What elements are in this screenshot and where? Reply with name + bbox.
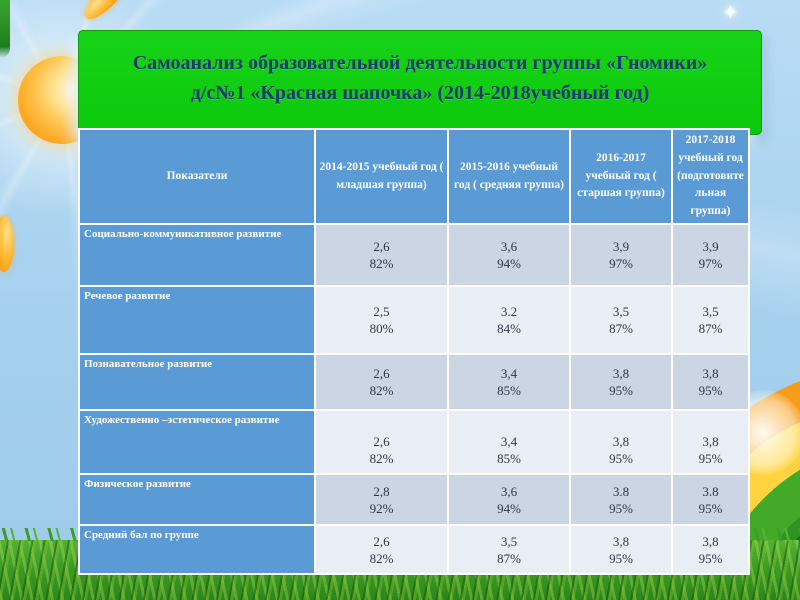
percent-value: 95% [609,383,633,399]
score-value: 3.8 [702,483,719,499]
percent-value: 87% [698,321,723,337]
table-row-social-communicative: Социально-коммуникативное развитие 2,6 82… [78,223,750,288]
score-value: 3,6 [500,483,518,499]
percent-value: 97% [698,256,723,272]
title-line-1: Самоанализ образовательной деятельности … [132,52,708,74]
score-cell: 3.8 95% [671,473,750,527]
score-value: 3,4 [500,434,518,450]
table-row-artistic-aesthetic: Художественно –эстетическое развитие 2,6… [78,409,750,476]
percent-value: 82% [369,550,394,566]
percent-value: 85% [497,383,521,399]
score-value: 2,8 [373,483,390,499]
score-value: 3.2 [500,304,518,320]
percent-value: 94% [497,256,521,272]
table-row-group-average: Средний бал по группе 2,6 82% 3,5 87% 3,8 9… [78,524,750,576]
score-cell: 3,8 95% [569,524,673,576]
score-value: 3,4 [500,366,518,382]
score-cell: 2,6 82% [314,353,449,412]
score-cell: 3,5 87% [671,285,750,356]
score-cell: 2,6 82% [314,524,449,576]
score-value: 2,6 [373,239,390,255]
percent-value: 92% [369,500,394,516]
score-cell: 2,5 80% [314,285,449,356]
table-row-cognitive: Познавательное развитие 2,6 82% 3,4 85% 3,… [78,353,750,412]
score-value: 3,9 [702,239,719,255]
score-value: 3,9 [612,239,630,255]
percent-value: 97% [609,256,633,272]
percent-value: 84% [497,321,521,337]
column-header-indicators: Показатели [78,127,316,226]
percent-value: 80% [369,321,394,337]
score-cell: 3,6 94% [447,223,571,288]
score-value: 3.8 [612,483,630,499]
row-label: Речевое развитие [78,285,316,356]
percent-value: 87% [609,321,633,337]
score-cell: 3,9 97% [569,223,673,288]
column-header-2016-2017: 2016-2017 учебный год ( старшая группа) [569,127,673,226]
corner-leaf-decoration [0,0,10,58]
table-header-row: Показатели 2014-2015 учебный год ( младш… [78,127,750,226]
score-value: 3,8 [702,533,719,549]
table-row-physical: Физическое развитие 2,8 92% 3,6 94% 3.8 95%… [78,473,750,527]
percent-value: 82% [369,451,394,467]
percent-value: 82% [369,383,394,399]
score-value: 2,5 [373,304,390,320]
column-header-2015-2016: 2015-2016 учебный год ( средняя группа) [447,127,571,226]
score-value: 3,8 [612,533,630,549]
score-cell: 3,8 95% [569,409,673,476]
percent-value: 94% [497,500,521,516]
score-cell: 2,8 92% [314,473,449,527]
score-cell: 3.8 95% [569,473,673,527]
percent-value: 82% [369,256,394,272]
score-value: 3,6 [500,239,518,255]
score-value: 3,8 [702,366,719,382]
row-label: Физическое развитие [78,473,316,527]
results-table: Показатели 2014-2015 учебный год ( младш… [78,127,750,576]
row-label: Познавательное развитие [78,353,316,412]
percent-value: 95% [609,451,633,467]
percent-value: 95% [609,500,633,516]
score-value: 2,6 [373,533,390,549]
score-cell: 3,5 87% [569,285,673,356]
title-line-2: д/с№1 «Красная шапочка» (2014-2018учебны… [190,82,650,104]
score-value: 2,6 [373,434,390,450]
percent-value: 95% [698,383,723,399]
score-cell: 3,5 87% [447,524,571,576]
score-value: 2,6 [373,366,390,382]
score-cell: 3,8 95% [569,353,673,412]
score-value: 3,8 [612,434,630,450]
row-label: Художественно –эстетическое развитие [78,409,316,476]
score-value: 3,5 [500,533,518,549]
percent-value: 95% [698,500,723,516]
score-cell: 3,8 95% [671,353,750,412]
score-cell: 3.2 84% [447,285,571,356]
sparkle-icon: ✦ [722,2,739,24]
percent-value: 95% [698,451,723,467]
percent-value: 95% [698,550,723,566]
score-value: 3,8 [612,366,630,382]
row-label: Средний бал по группе [78,524,316,576]
percent-value: 87% [497,550,521,566]
score-value: 3,8 [702,434,719,450]
column-header-2017-2018: 2017-2018 учебный год (подготовите льная… [671,127,750,226]
score-cell: 3,8 95% [671,524,750,576]
score-cell: 3,4 85% [447,353,571,412]
table-row-speech: Речевое развитие 2,5 80% 3.2 84% 3,5 87% 3,… [78,285,750,356]
slide-title-box: Самоанализ образовательной деятельности … [78,30,762,135]
score-cell: 2,6 82% [314,223,449,288]
score-cell: 3,9 97% [671,223,750,288]
score-cell: 3,4 85% [447,409,571,476]
score-cell: 3,6 94% [447,473,571,527]
score-cell: 2,6 82% [314,409,449,476]
row-label: Социально-коммуникативное развитие [78,223,316,288]
column-header-2014-2015: 2014-2015 учебный год ( младшая группа) [314,127,449,226]
percent-value: 95% [609,550,633,566]
percent-value: 85% [497,451,521,467]
score-value: 3,5 [612,304,630,320]
score-cell: 3,8 95% [671,409,750,476]
score-value: 3,5 [702,304,719,320]
